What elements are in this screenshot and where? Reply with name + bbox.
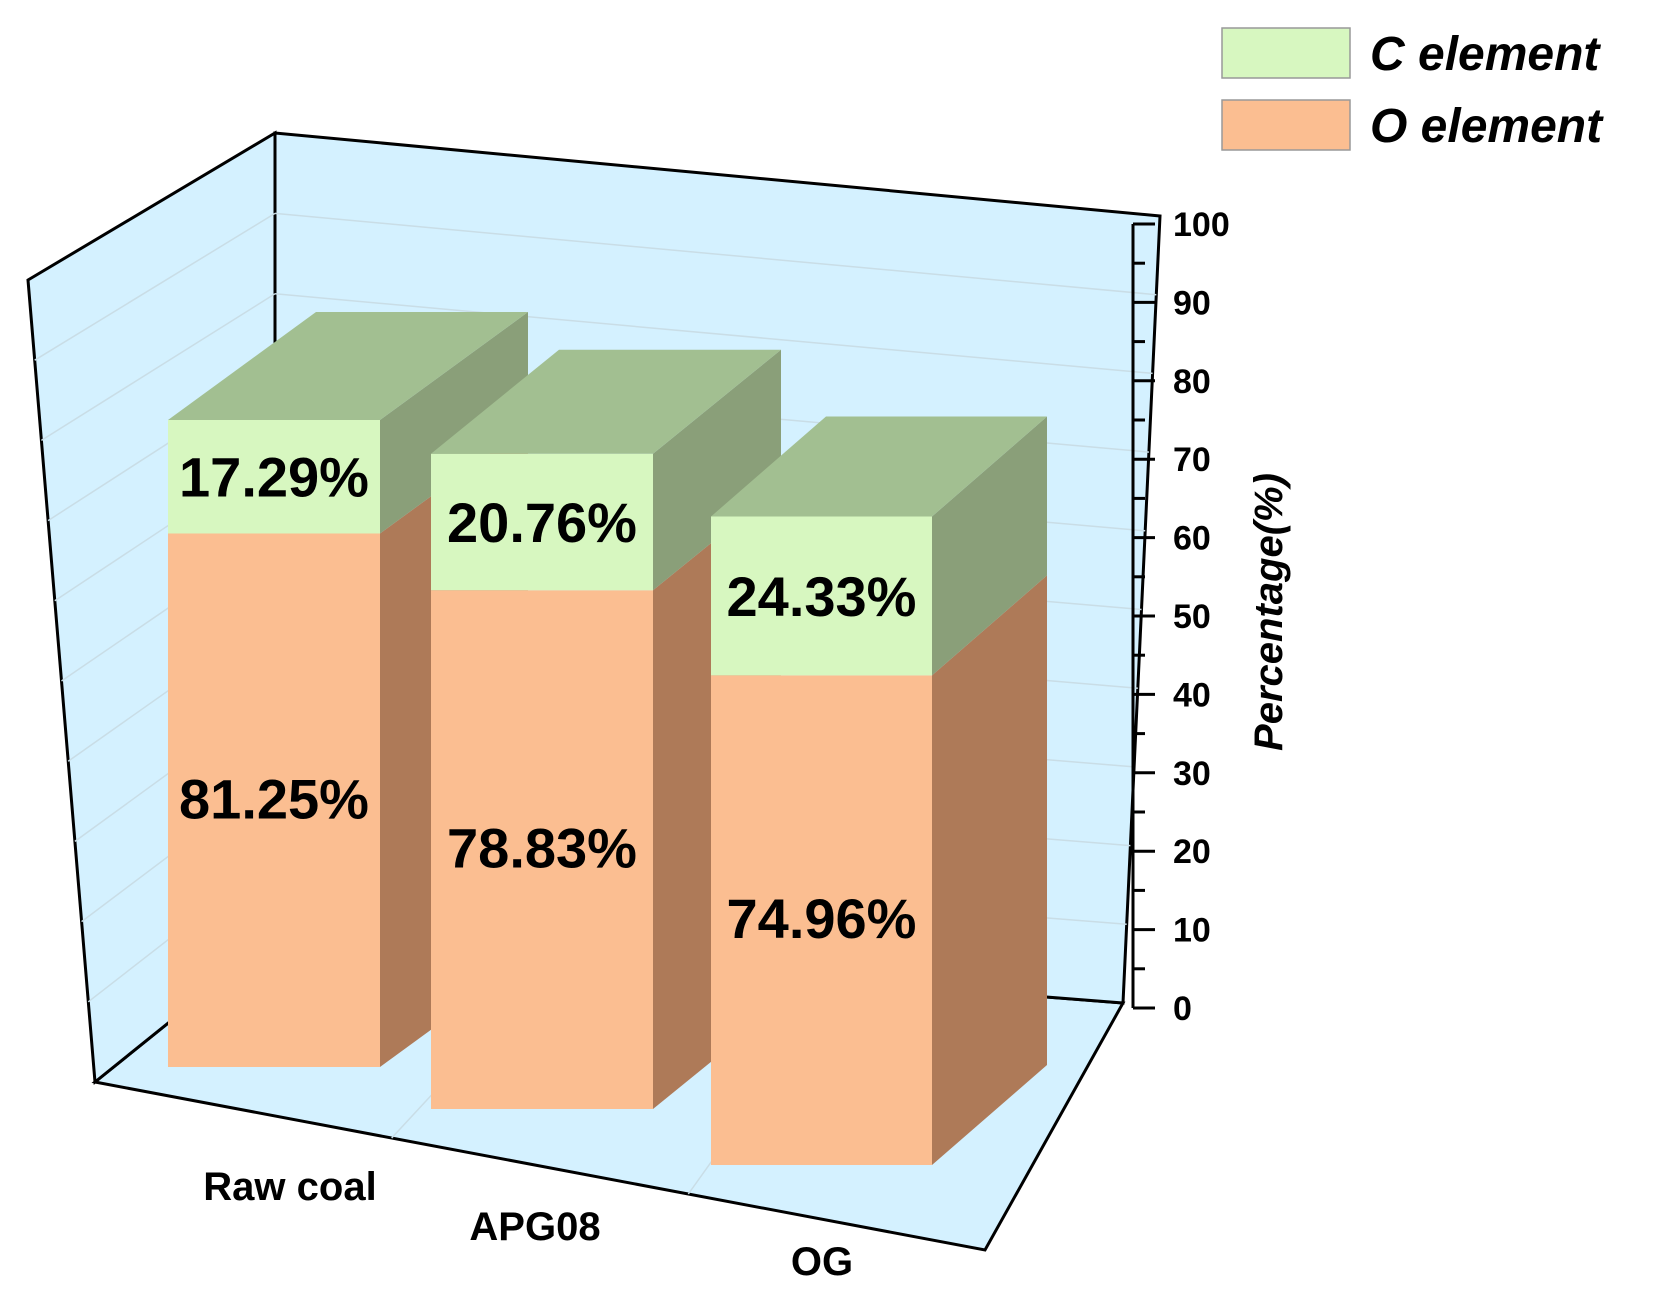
bar-c-element bbox=[711, 516, 932, 676]
y-axis-title-group: Percentage(%) bbox=[1247, 473, 1291, 751]
legend-swatch-o-element bbox=[1221, 99, 1351, 151]
bar-side-c-element bbox=[653, 349, 781, 591]
bar-top bbox=[711, 416, 1047, 517]
x-tick-label: APG08 bbox=[469, 1205, 600, 1249]
bar-top bbox=[431, 349, 781, 454]
data-label-o-element: 78.83% bbox=[447, 817, 637, 880]
bar-o-element bbox=[168, 533, 380, 1067]
data-label-o-element: 81.25% bbox=[179, 767, 369, 830]
data-label-c-element: 24.33% bbox=[727, 565, 917, 628]
y-tick-label: 20 bbox=[1173, 833, 1211, 871]
side-gridline bbox=[41, 293, 276, 442]
bar-side-c-element bbox=[380, 312, 528, 534]
bar-c-element bbox=[431, 453, 653, 591]
bar-c-element bbox=[168, 420, 380, 534]
legend: C element O element bbox=[1221, 27, 1604, 153]
back-gridline bbox=[274, 293, 1153, 375]
y-tick-label: 70 bbox=[1173, 441, 1211, 479]
bars: 81.25% 17.29% Raw coal 78.83% 20.76% APG08 74.… bbox=[168, 312, 1047, 1284]
back-gridline bbox=[274, 212, 1157, 296]
data-label-c-element: 20.76% bbox=[447, 491, 637, 554]
x-tick-label: Raw coal bbox=[203, 1165, 376, 1209]
y-tick-label: 0 bbox=[1173, 990, 1192, 1028]
y-axis-title: Percentage(%) bbox=[1247, 473, 1291, 751]
y-tick-label: 80 bbox=[1173, 363, 1211, 401]
data-label-c-element: 17.29% bbox=[179, 446, 369, 509]
y-tick-label: 30 bbox=[1173, 755, 1211, 793]
bar-o-element bbox=[431, 590, 653, 1109]
y-tick-label: 100 bbox=[1173, 206, 1230, 244]
y-tick-label: 40 bbox=[1173, 676, 1211, 714]
x-tick-label: OG bbox=[791, 1240, 853, 1284]
bar-side-c-element bbox=[932, 416, 1047, 676]
y-tick-label: 50 bbox=[1173, 598, 1211, 636]
side-gridline bbox=[34, 212, 276, 361]
y-tick-label: 10 bbox=[1173, 912, 1211, 950]
axes: 0 10 20 30 40 50 60 70 80 90 100 bbox=[1131, 206, 1230, 1028]
y-tick-label: 60 bbox=[1173, 520, 1211, 558]
data-label-o-element: 74.96% bbox=[727, 887, 917, 950]
bar-side-o-element bbox=[932, 575, 1047, 1165]
legend-label-o-element: O element bbox=[1370, 100, 1604, 153]
legend-swatch-c-element bbox=[1221, 27, 1351, 79]
y-tick-label: 90 bbox=[1173, 284, 1211, 322]
legend-label-c-element: C element bbox=[1370, 28, 1601, 81]
bar-stack: 74.96% 24.33% bbox=[711, 416, 1047, 1165]
bar-top bbox=[168, 312, 528, 420]
bar-o-element bbox=[711, 675, 932, 1165]
